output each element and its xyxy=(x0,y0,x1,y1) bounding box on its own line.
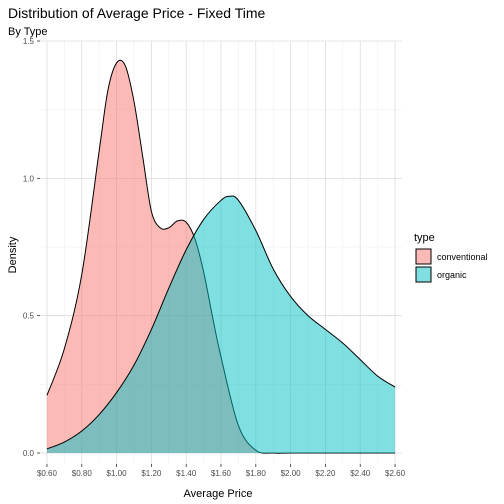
legend-label-conventional: conventional xyxy=(437,252,488,262)
y-tick-label: 0.5 xyxy=(23,312,35,321)
y-tick-label: 1.0 xyxy=(23,174,35,183)
chart-title: Distribution of Average Price - Fixed Ti… xyxy=(8,5,266,21)
x-tick-label: $1.60 xyxy=(211,469,232,478)
legend-title: type xyxy=(414,232,435,244)
y-tick-label: 1.5 xyxy=(23,37,35,46)
legend: type conventional organic xyxy=(414,232,488,283)
x-tick-label: $2.60 xyxy=(385,469,406,478)
x-tick-label: $0.60 xyxy=(37,469,58,478)
y-axis-ticks: 0.0 0.5 1.0 1.5 xyxy=(23,37,40,458)
density-line-organic xyxy=(46,195,396,450)
density-area-conventional xyxy=(46,60,396,454)
legend-key-organic xyxy=(415,266,432,283)
x-axis-label: Average Price xyxy=(184,488,253,500)
density-areas xyxy=(46,59,396,454)
x-tick-label: $0.80 xyxy=(72,469,93,478)
x-tick-label: $1.40 xyxy=(176,469,197,478)
density-area-organic xyxy=(46,195,396,454)
legend-label-organic: organic xyxy=(437,270,467,280)
chart-subtitle: By Type xyxy=(8,26,48,38)
plot-panel xyxy=(40,40,402,464)
y-axis-label: Density xyxy=(7,236,19,273)
x-tick-label: $2.40 xyxy=(350,469,371,478)
x-tick-label: $2.20 xyxy=(315,469,336,478)
y-tick-label: 0.0 xyxy=(23,449,35,458)
x-tick-label: $1.80 xyxy=(246,469,267,478)
x-tick-label: $1.20 xyxy=(141,469,162,478)
x-tick-label: $2.00 xyxy=(281,469,302,478)
x-tick-label: $1.00 xyxy=(107,469,128,478)
legend-key-conventional xyxy=(415,248,432,265)
x-axis-ticks: $0.60 $0.80 $1.00 $1.20 $1.40 $1.60 $1.80 $2.00… xyxy=(37,464,406,478)
